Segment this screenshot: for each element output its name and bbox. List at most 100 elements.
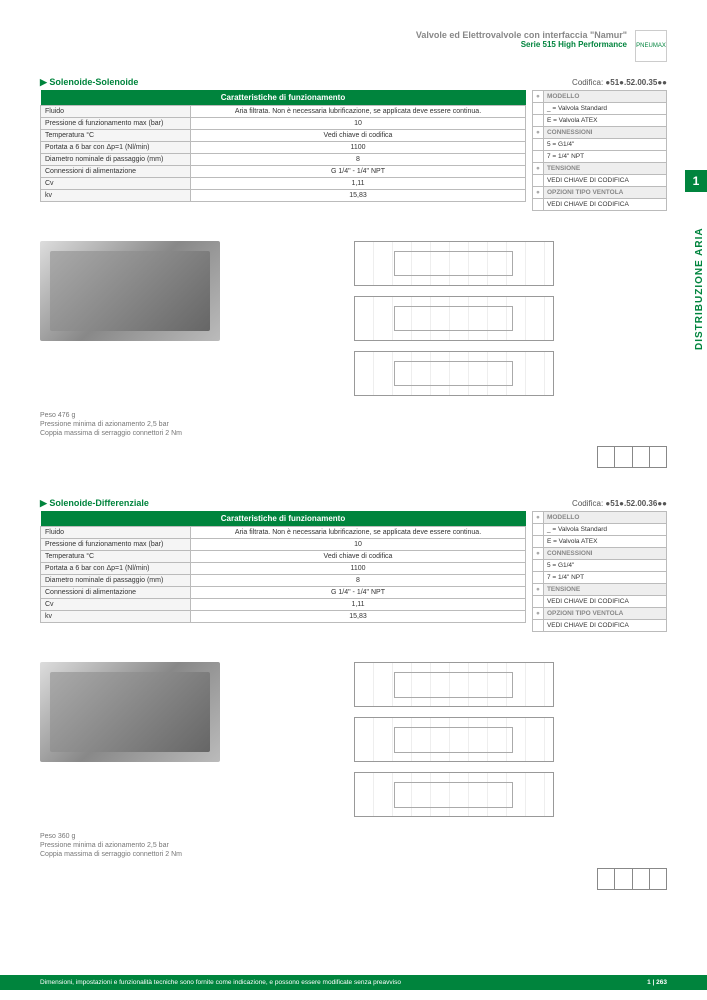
spec-label: Pressione di funzionamento max (bar) (41, 539, 191, 551)
section-title: Solenoide-Differenziale (40, 498, 149, 509)
spec-value: Aria filtrata. Non è necessaria lubrific… (191, 106, 526, 118)
drawing-front (354, 296, 554, 341)
code-key-table: ●MODELLO_ = Valvola StandardE = Valvola … (532, 90, 667, 211)
table-row: kv15,83 (41, 190, 526, 202)
section-notes: Peso 360 gPressione minima di azionament… (40, 832, 667, 859)
product-section: Solenoide-Solenoide Codifica: ●51●.52.00… (40, 77, 667, 468)
product-photo (40, 662, 220, 762)
header-title: Valvole ed Elettrovalvole con interfacci… (416, 30, 627, 40)
key-option: E = Valvola ATEX (543, 115, 666, 127)
drawing-front (354, 717, 554, 762)
table-row: Diametro nominale di passaggio (mm)8 (41, 154, 526, 166)
spec-value: 1,11 (191, 599, 526, 611)
spec-value: G 1/4" - 1/4" NPT (191, 166, 526, 178)
key-header: TENSIONE (543, 584, 666, 596)
spec-label: kv (41, 611, 191, 623)
key-option: 7 = 1/4" NPT (543, 151, 666, 163)
page-header: Valvole ed Elettrovalvole con interfacci… (40, 30, 667, 62)
spec-label: kv (41, 190, 191, 202)
header-text: Valvole ed Elettrovalvole con interfacci… (416, 30, 627, 49)
spec-label: Temperatura °C (41, 130, 191, 142)
key-option: _ = Valvola Standard (543, 524, 666, 536)
code-line: Codifica: ●51●.52.00.36●● (572, 499, 667, 508)
spec-value: Vedi chiave di codifica (191, 130, 526, 142)
pneumatic-symbol (597, 446, 667, 468)
key-dot: ● (533, 163, 544, 175)
page-number: 1 | 263 (647, 979, 667, 986)
product-photo (40, 241, 220, 341)
table-row: Cv1,11 (41, 178, 526, 190)
table-row: Pressione di funzionamento max (bar)10 (41, 539, 526, 551)
key-header: CONNESSIONI (543, 127, 666, 139)
spec-label: Diametro nominale di passaggio (mm) (41, 575, 191, 587)
key-dot: ● (533, 187, 544, 199)
table-row: kv15,83 (41, 611, 526, 623)
section-title: Solenoide-Solenoide (40, 77, 138, 88)
table-header: Caratteristiche di funzionamento (41, 90, 526, 106)
technical-drawings (240, 241, 667, 396)
drawing-side (354, 351, 554, 396)
note-line: Coppia massima di serraggio connettori 2… (40, 850, 667, 859)
key-dot: ● (533, 512, 544, 524)
code-line: Codifica: ●51●.52.00.35●● (572, 78, 667, 87)
drawing-top (354, 241, 554, 286)
key-option: E = Valvola ATEX (543, 536, 666, 548)
table-row: Portata a 6 bar con Δp=1 (Nl/min)1100 (41, 563, 526, 575)
chapter-tab: 1 (685, 170, 707, 192)
spec-value: 8 (191, 575, 526, 587)
drawing-top (354, 662, 554, 707)
spec-label: Portata a 6 bar con Δp=1 (Nl/min) (41, 142, 191, 154)
spec-label: Diametro nominale di passaggio (mm) (41, 154, 191, 166)
spec-value: 8 (191, 154, 526, 166)
spec-label: Pressione di funzionamento max (bar) (41, 118, 191, 130)
drawing-side (354, 772, 554, 817)
table-row: Cv1,11 (41, 599, 526, 611)
table-header: Caratteristiche di funzionamento (41, 511, 526, 527)
key-option: VEDI CHIAVE DI CODIFICA (543, 620, 666, 632)
footer-disclaimer: Dimensioni, impostazioni e funzionalità … (40, 979, 401, 986)
pneumatic-symbol (597, 868, 667, 890)
spec-value: Aria filtrata. Non è necessaria lubrific… (191, 527, 526, 539)
page-footer: Dimensioni, impostazioni e funzionalità … (0, 975, 707, 990)
spec-label: Connessioni di alimentazione (41, 587, 191, 599)
spec-value: G 1/4" - 1/4" NPT (191, 587, 526, 599)
key-option: 7 = 1/4" NPT (543, 572, 666, 584)
key-option: VEDI CHIAVE DI CODIFICA (543, 596, 666, 608)
key-header: CONNESSIONI (543, 548, 666, 560)
key-option: _ = Valvola Standard (543, 103, 666, 115)
spec-label: Fluido (41, 106, 191, 118)
spec-value: 1,11 (191, 178, 526, 190)
key-header: OPZIONI TIPO VENTOLA (543, 608, 666, 620)
spec-value: 15,83 (191, 190, 526, 202)
spec-table: Caratteristiche di funzionamentoFluidoAr… (40, 90, 526, 202)
spec-value: 15,83 (191, 611, 526, 623)
table-row: FluidoAria filtrata. Non è necessaria lu… (41, 106, 526, 118)
table-row: Connessioni di alimentazioneG 1/4" - 1/4… (41, 166, 526, 178)
spec-label: Connessioni di alimentazione (41, 166, 191, 178)
chapter-label: DISTRIBUZIONE ARIA (694, 210, 705, 350)
note-line: Coppia massima di serraggio connettori 2… (40, 429, 667, 438)
spec-label: Fluido (41, 527, 191, 539)
key-dot: ● (533, 608, 544, 620)
spec-value: 10 (191, 539, 526, 551)
note-line: Pressione minima di azionamento 2,5 bar (40, 420, 667, 429)
key-dot: ● (533, 548, 544, 560)
table-row: FluidoAria filtrata. Non è necessaria lu… (41, 527, 526, 539)
code-key-table: ●MODELLO_ = Valvola StandardE = Valvola … (532, 511, 667, 632)
key-dot: ● (533, 91, 544, 103)
section-notes: Peso 476 gPressione minima di azionament… (40, 411, 667, 438)
spec-value: Vedi chiave di codifica (191, 551, 526, 563)
key-dot: ● (533, 127, 544, 139)
key-header: TENSIONE (543, 163, 666, 175)
table-row: Diametro nominale di passaggio (mm)8 (41, 575, 526, 587)
page: Valvole ed Elettrovalvole con interfacci… (0, 0, 707, 1000)
product-section: Solenoide-Differenziale Codifica: ●51●.5… (40, 498, 667, 889)
table-row: Temperatura °CVedi chiave di codifica (41, 130, 526, 142)
spec-value: 1100 (191, 142, 526, 154)
spec-table: Caratteristiche di funzionamentoFluidoAr… (40, 511, 526, 623)
spec-label: Temperatura °C (41, 551, 191, 563)
key-header: MODELLO (543, 91, 666, 103)
key-header: MODELLO (543, 512, 666, 524)
note-line: Pressione minima di azionamento 2,5 bar (40, 841, 667, 850)
technical-drawings (240, 662, 667, 817)
